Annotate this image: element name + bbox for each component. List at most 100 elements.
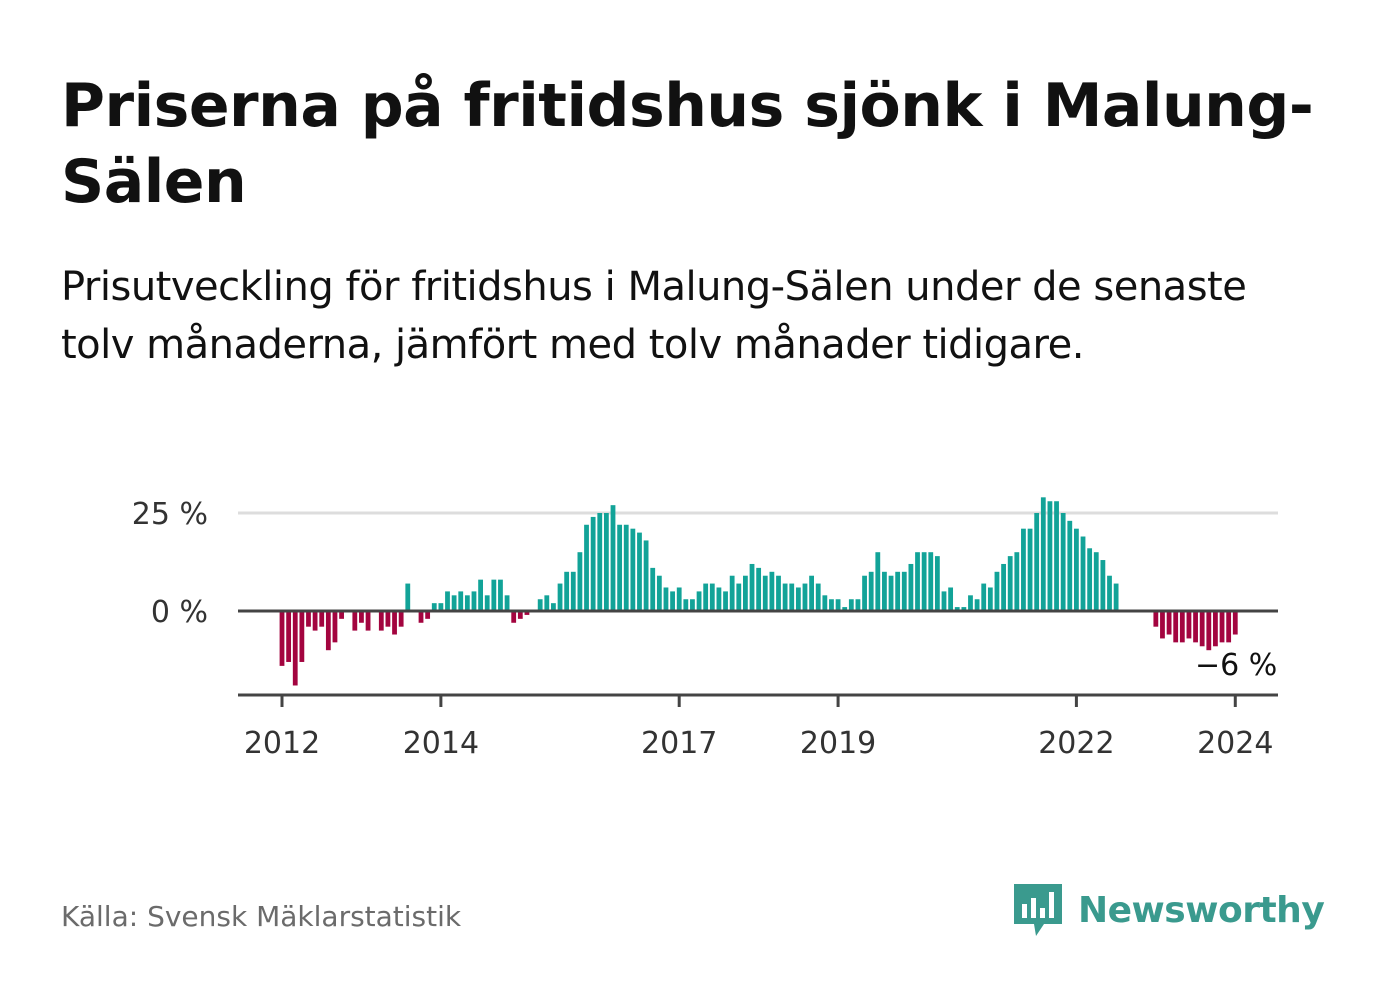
bar: [954, 607, 960, 611]
bar: [299, 611, 305, 662]
bar: [1007, 556, 1013, 611]
bar: [670, 591, 675, 611]
bar: [1014, 552, 1020, 611]
bar: [1166, 611, 1172, 635]
bar: [504, 595, 510, 611]
bar: [339, 611, 344, 619]
bar: [471, 591, 477, 611]
bar: [908, 563, 914, 611]
bar: [1173, 611, 1179, 643]
bar: [590, 516, 596, 611]
axes: [238, 609, 1278, 707]
brand-logo: Newsworthy: [1012, 880, 1325, 940]
bar: [537, 599, 543, 611]
bar: [749, 563, 755, 611]
labels: 0 % 25 % 2012 2014 2017 2019 2022 2024 −6 %: [132, 497, 1277, 761]
bar: [1080, 536, 1086, 611]
bar: [385, 611, 391, 627]
bar: [491, 579, 497, 611]
bar: [743, 575, 748, 611]
bar: [690, 599, 695, 611]
bar: [438, 603, 444, 611]
bar: [822, 595, 828, 611]
bar: [564, 571, 570, 611]
bar: [882, 571, 887, 611]
bar: [544, 595, 550, 611]
bar: [498, 579, 503, 611]
brand-name: Newsworthy: [1078, 889, 1325, 931]
x-tick-label: 2019: [800, 726, 876, 761]
bar: [630, 528, 636, 611]
bar: [1160, 611, 1165, 639]
bar: [557, 583, 563, 611]
bar: [1034, 513, 1040, 611]
bar: [292, 611, 298, 686]
bar: [1199, 611, 1205, 647]
bar: [915, 552, 920, 611]
bar: [709, 583, 715, 611]
newsworthy-logo-icon: [1014, 884, 1062, 936]
bar: [1179, 611, 1185, 643]
bar: [1100, 560, 1106, 611]
bar: [795, 587, 801, 611]
bar: [425, 611, 431, 619]
last-value-label: −6 %: [1195, 648, 1277, 683]
bar: [511, 611, 517, 623]
bar: [1060, 513, 1066, 611]
bar: [948, 587, 954, 611]
bar: [458, 591, 464, 611]
bar: [643, 540, 649, 611]
bar: [306, 611, 311, 627]
bar: [617, 524, 623, 611]
bar: [1219, 611, 1225, 643]
bar: [974, 599, 980, 611]
bar: [312, 611, 318, 631]
bar: [815, 583, 821, 611]
bar: [1087, 548, 1093, 611]
bar: [484, 595, 490, 611]
bar: [637, 532, 642, 611]
bar: [551, 603, 556, 611]
bar: [584, 524, 589, 611]
bar: [1047, 501, 1053, 611]
y-tick-label: 25 %: [132, 497, 208, 532]
chart-subtitle: Prisutveckling för fritidshus i Malung-S…: [61, 264, 1247, 368]
bar: [279, 611, 285, 666]
bar: [1093, 552, 1099, 611]
bar: [756, 567, 762, 611]
x-tick-label: 2024: [1197, 726, 1273, 761]
bar: [1206, 611, 1212, 651]
bar: [961, 607, 967, 611]
source-note: Källa: Svensk Mäklarstatistik: [61, 900, 462, 933]
bar: [1074, 528, 1079, 611]
bar: [445, 591, 450, 611]
bar: [769, 571, 775, 611]
bar: [517, 611, 523, 619]
bar: [650, 567, 656, 611]
bar: [1153, 611, 1159, 627]
chart-title: Priserna på fritidshus sjönk i Malung-Sä…: [61, 71, 1314, 217]
bar: [968, 595, 973, 611]
bar: [762, 575, 768, 611]
bar: [729, 575, 735, 611]
bar: [1193, 611, 1198, 643]
bar: [332, 611, 338, 643]
bar: [716, 587, 722, 611]
bar: [656, 575, 662, 611]
bar: [524, 611, 530, 615]
bar: [1040, 497, 1046, 611]
bar: [802, 583, 808, 611]
bar: [703, 583, 709, 611]
bar: [875, 552, 881, 611]
x-tick-label: 2022: [1038, 726, 1114, 761]
x-tick-label: 2017: [641, 726, 717, 761]
bar: [365, 611, 371, 631]
bar: [623, 524, 629, 611]
bar: [696, 591, 702, 611]
bar: [987, 587, 993, 611]
bar: [663, 587, 669, 611]
bar: [603, 513, 609, 611]
bars: [279, 497, 1238, 686]
bar: [862, 575, 867, 611]
bar: [782, 583, 788, 611]
